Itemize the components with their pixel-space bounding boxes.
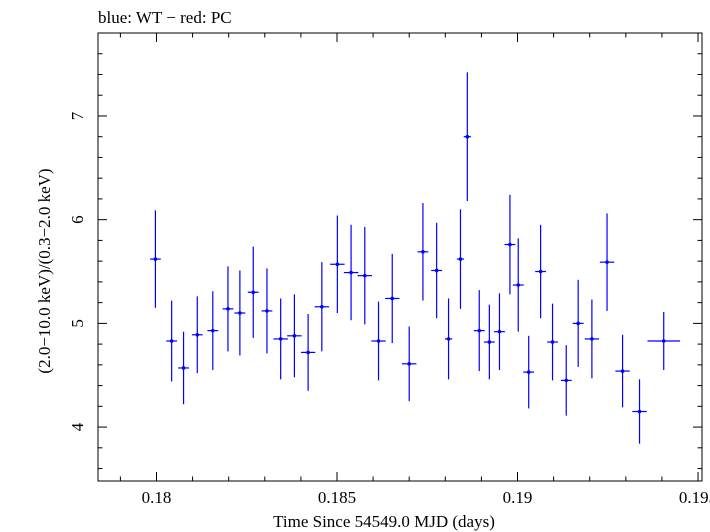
data-point [222, 266, 234, 352]
data-point [572, 279, 584, 367]
point-marker [590, 337, 594, 341]
data-point [444, 298, 453, 380]
plot-frame [97, 32, 703, 482]
data-point [417, 203, 429, 301]
data-point [483, 304, 495, 380]
point-marker [446, 337, 451, 341]
data-point [385, 253, 400, 344]
data-point [632, 379, 647, 444]
point-marker [564, 378, 569, 383]
data-point [247, 246, 259, 338]
data-point [234, 270, 246, 356]
point-marker [661, 339, 666, 343]
data-point [357, 226, 373, 325]
point-marker [362, 273, 367, 278]
point-marker [238, 311, 242, 315]
data-point [535, 224, 547, 319]
point-marker [376, 339, 381, 343]
data-point [512, 238, 524, 332]
data-point [560, 345, 572, 416]
point-marker [458, 257, 463, 261]
data-points [149, 72, 680, 444]
point-marker [550, 340, 555, 344]
x-axis-label: Time Since 54549.0 MJD (days) [273, 512, 495, 531]
point-marker [605, 260, 609, 264]
y-tick-label: 6 [68, 215, 87, 224]
x-tick-label: 0.19 [503, 488, 533, 507]
data-point [473, 290, 485, 372]
point-marker [477, 328, 482, 333]
point-marker [153, 257, 158, 261]
data-point [343, 224, 359, 321]
data-point [615, 334, 630, 408]
data-point [149, 210, 161, 308]
point-marker [292, 334, 297, 338]
data-point [431, 222, 443, 319]
point-marker [265, 309, 269, 313]
point-marker [508, 242, 512, 247]
data-point [463, 72, 471, 201]
point-marker [538, 269, 543, 274]
point-marker [620, 369, 625, 373]
point-marker [390, 296, 395, 301]
point-marker [211, 328, 215, 333]
data-point [261, 268, 273, 354]
y-axis-label: (2.0−10.0 keV)/(0.3−2.0 keV) [35, 168, 54, 373]
data-point [207, 291, 219, 371]
data-point [599, 213, 615, 311]
data-point [584, 299, 600, 379]
data-point [178, 331, 189, 405]
point-marker [278, 337, 283, 341]
x-tick-label: 0.18 [142, 488, 172, 507]
data-point [371, 301, 386, 381]
data-point [330, 215, 345, 313]
x-tick-label: 0.195 [679, 488, 710, 507]
y-tick-label: 7 [68, 111, 87, 120]
point-marker [526, 370, 531, 374]
point-marker [226, 307, 230, 311]
data-point [166, 300, 178, 382]
data-point [547, 303, 558, 381]
point-marker [421, 250, 425, 254]
point-marker [497, 329, 502, 334]
data-point [273, 298, 288, 380]
data-point [314, 262, 330, 352]
point-marker [181, 366, 186, 370]
data-point [504, 194, 516, 295]
point-marker [576, 321, 580, 326]
point-marker [169, 339, 174, 343]
x-tick-label: 0.185 [318, 488, 356, 507]
point-marker [465, 134, 470, 139]
data-point [456, 209, 465, 309]
point-marker [320, 304, 324, 309]
y-tick-label: 4 [68, 422, 87, 431]
point-marker [407, 362, 412, 366]
point-marker [195, 332, 200, 337]
point-marker [306, 350, 310, 355]
axis-ticks: 0.18 0.185 0.19 0.195 4 5 6 7 [68, 32, 710, 507]
data-point [647, 311, 680, 371]
y-tick-label: 5 [68, 319, 87, 328]
point-marker [487, 340, 492, 344]
data-point [287, 294, 302, 378]
data-point [494, 293, 505, 371]
chart-title: blue: WT − red: PC [98, 8, 232, 27]
point-marker [349, 270, 353, 275]
data-point [300, 314, 316, 391]
data-point [401, 326, 417, 402]
point-marker [637, 409, 642, 414]
point-marker [516, 283, 521, 287]
point-marker [335, 262, 340, 267]
data-point [191, 296, 203, 374]
point-marker [434, 268, 439, 273]
data-point [523, 335, 535, 409]
point-marker [251, 290, 256, 295]
